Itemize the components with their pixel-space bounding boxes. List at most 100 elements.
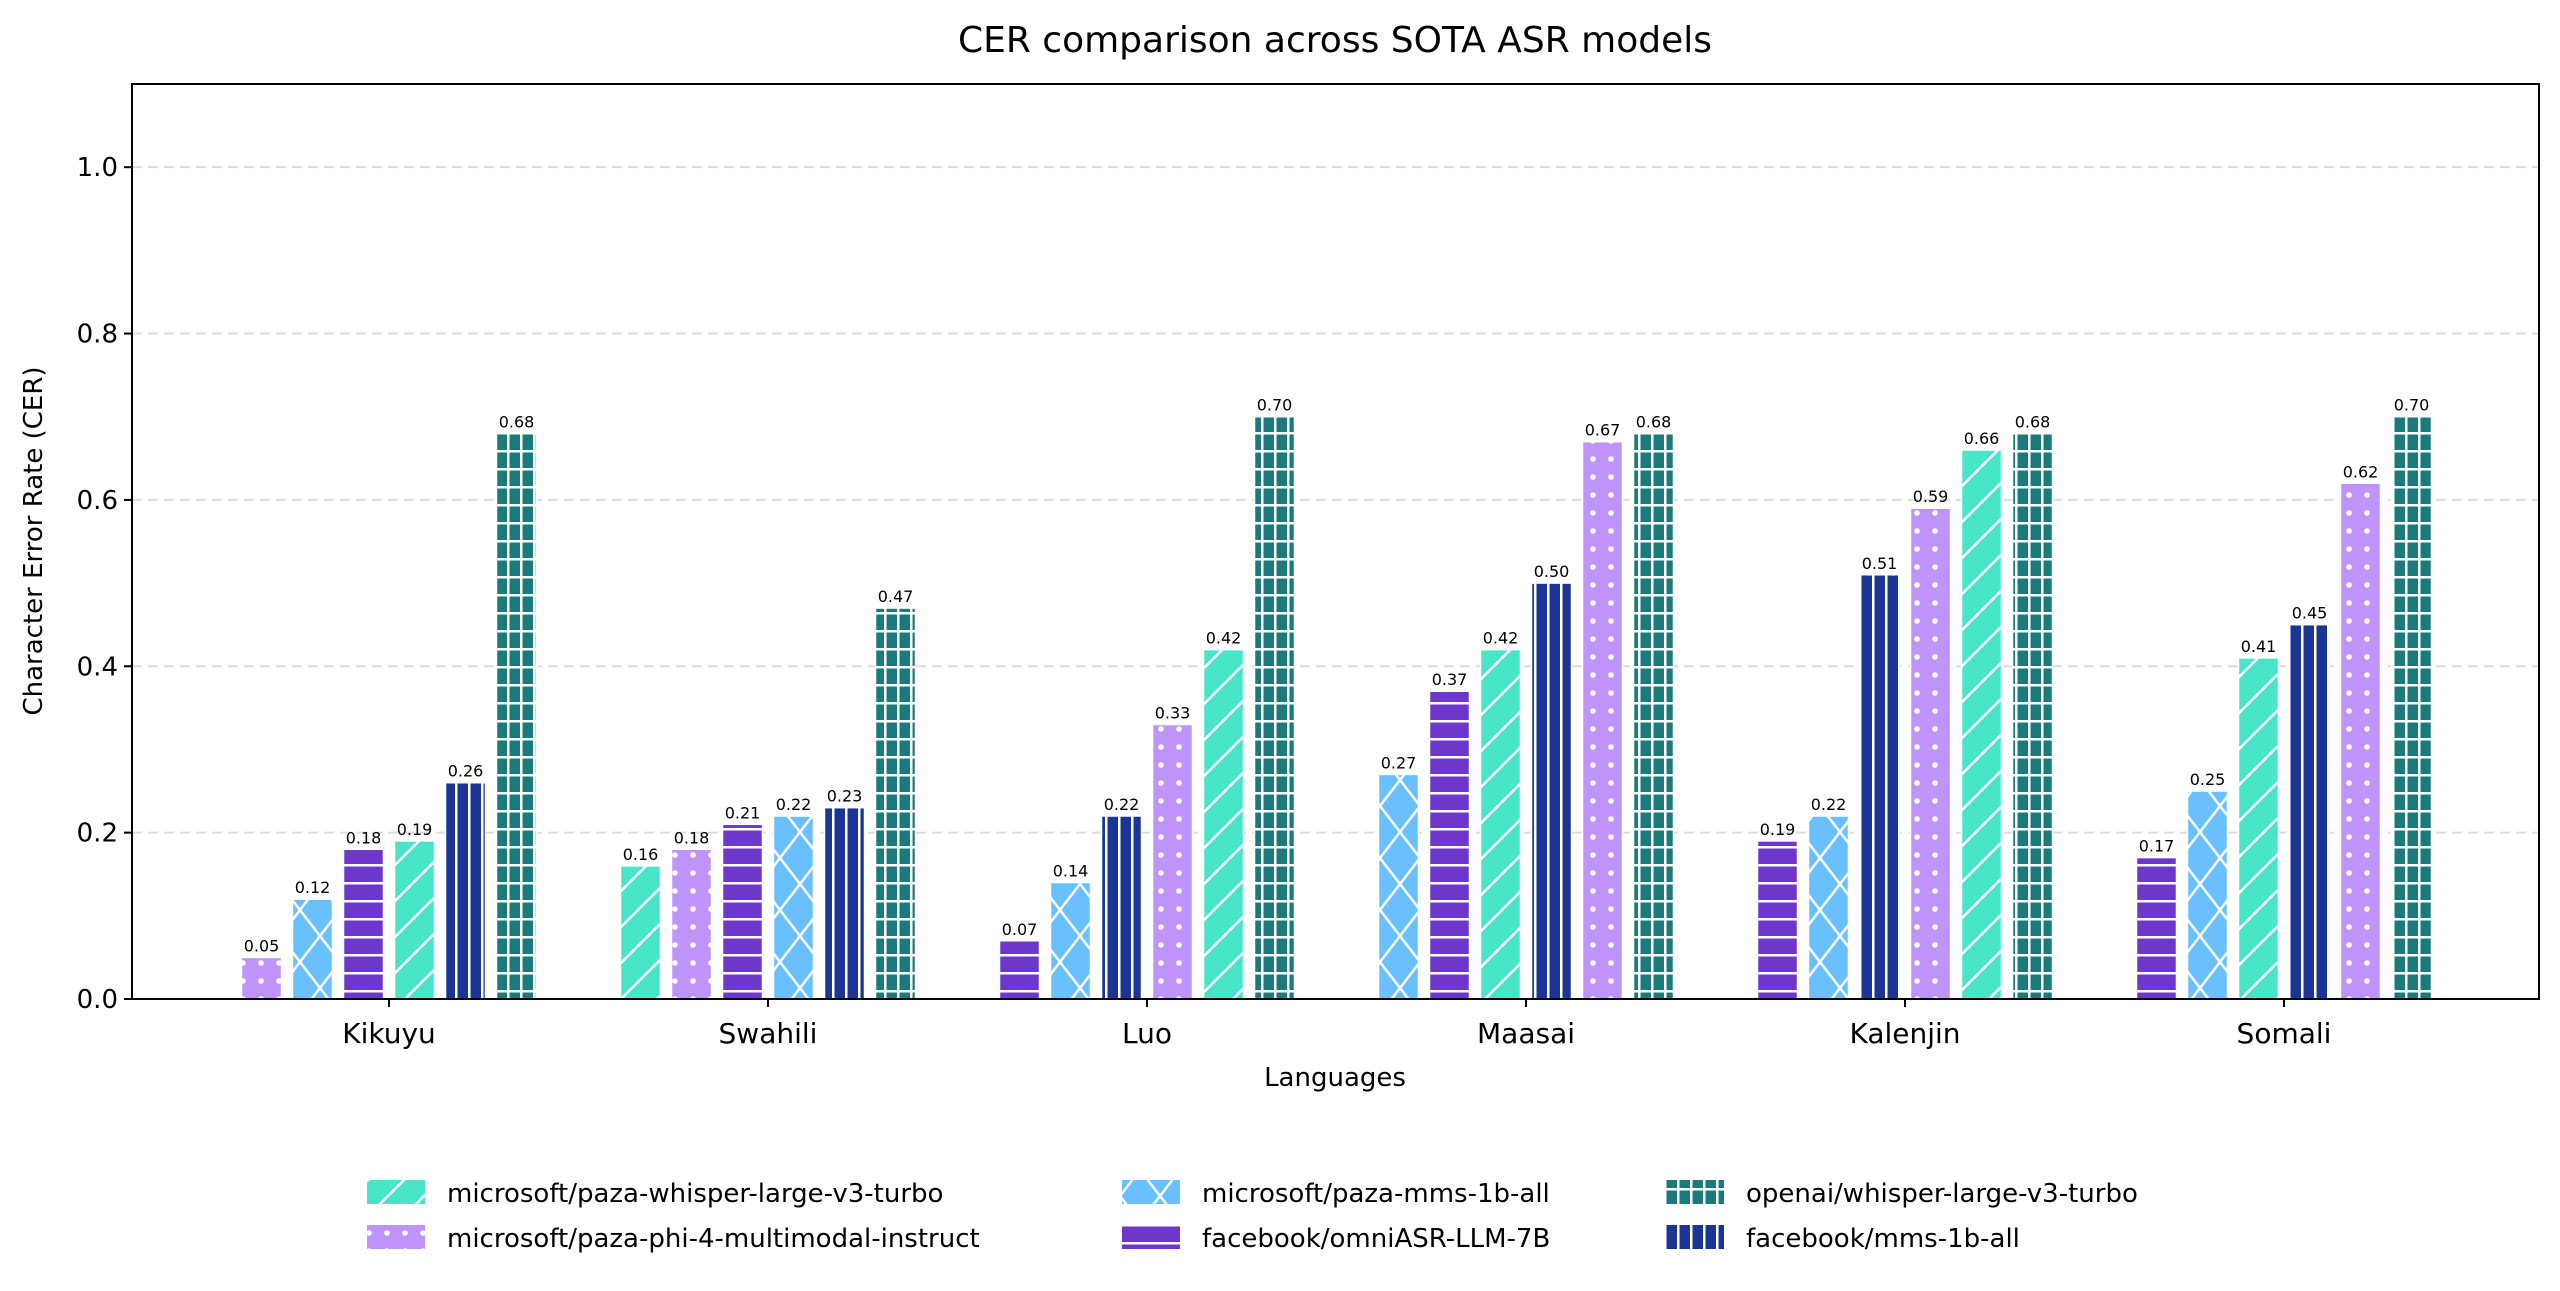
bar-value-label: 0.50 (1534, 562, 1570, 581)
bar-value-label: 0.22 (776, 795, 812, 814)
bar-value-label: 0.67 (1585, 421, 1621, 440)
bar-value-label: 0.51 (1862, 554, 1898, 573)
bar-value-label: 0.41 (2241, 637, 2277, 656)
x-tick-label: Kalenjin (1849, 1017, 1960, 1050)
bar (444, 781, 487, 1000)
bar-value-label: 0.33 (1155, 704, 1191, 723)
legend-swatch (1122, 1225, 1180, 1249)
x-tick-label: Swahili (719, 1017, 818, 1050)
y-tick-label: 0.0 (77, 985, 118, 1015)
y-axis-label: Character Error Rate (CER) (19, 366, 49, 715)
bar-value-label: 0.27 (1381, 753, 1417, 772)
bar-value-label: 0.21 (725, 803, 761, 822)
bar-value-label: 0.18 (674, 828, 710, 847)
bar (1581, 440, 1624, 1000)
bar-value-label: 0.62 (2343, 462, 2379, 481)
legend-swatch (1666, 1225, 1724, 1249)
y-tick-label: 0.8 (77, 320, 118, 350)
y-axis: 0.0 0.2 0.4 0.6 0.8 1.0 (77, 153, 132, 1015)
bar-value-label: 0.25 (2190, 770, 2226, 789)
bar-value-label: 0.26 (448, 762, 484, 781)
bar-value-label: 0.19 (1760, 820, 1796, 839)
bar-value-label: 0.42 (1483, 629, 1519, 648)
bar (1756, 840, 1799, 1000)
bar-value-label: 0.18 (346, 828, 382, 847)
bar (342, 848, 385, 1000)
bar-value-label: 0.68 (2015, 412, 2051, 431)
bar (1151, 723, 1194, 1000)
bar-value-label: 0.14 (1053, 862, 1089, 881)
bar-value-label: 0.68 (1636, 412, 1672, 431)
x-tick-label: Somali (2237, 1017, 2332, 1050)
bars: 0.05 0.12 0.18 0.19 0.26 0.68 0.16 0.18 0.21 0.22… (240, 396, 2433, 1000)
bar-value-label: 0.07 (1002, 920, 1038, 939)
bar-value-label: 0.66 (1964, 429, 2000, 448)
bar-value-label: 0.16 (623, 845, 659, 864)
bar (1858, 574, 1901, 1000)
bar-value-label: 0.68 (499, 412, 535, 431)
y-tick-label: 1.0 (77, 153, 118, 183)
legend-swatch (1666, 1180, 1724, 1204)
bar-value-label: 0.17 (2139, 837, 2175, 856)
bar-value-label: 0.12 (295, 878, 331, 897)
bar (1202, 648, 1245, 1000)
bar-value-label: 0.45 (2292, 604, 2328, 623)
bar (1377, 773, 1420, 1000)
x-tick-label: Luo (1122, 1017, 1172, 1050)
legend-label: microsoft/paza-mms-1b-all (1202, 1179, 1550, 1209)
bar (240, 956, 283, 1000)
bar (2288, 623, 2331, 1000)
y-tick-label: 0.2 (77, 819, 118, 849)
legend-label: facebook/mms-1b-all (1746, 1224, 2020, 1254)
legend-swatch (367, 1180, 425, 1204)
bar-value-label: 0.37 (1432, 670, 1468, 689)
bar (1479, 648, 1522, 1000)
plot-frame (131, 83, 2540, 1000)
bar (1049, 881, 1092, 1000)
bar (619, 865, 662, 1000)
bar (393, 840, 436, 1000)
legend-swatch (1122, 1180, 1180, 1204)
bar (772, 815, 815, 1000)
bar (721, 823, 764, 1000)
bar (998, 940, 1041, 1000)
bar (291, 898, 334, 1000)
bar (1807, 815, 1850, 1000)
bar (1100, 815, 1143, 1000)
bar (823, 806, 866, 1000)
legend: microsoft/paza-whisper-large-v3-turbo mic… (367, 1179, 2138, 1254)
bar-value-label: 0.42 (1206, 629, 1242, 648)
bar (1632, 432, 1675, 1000)
y-tick-label: 0.4 (77, 652, 118, 682)
bar-value-label: 0.59 (1913, 487, 1949, 506)
bar (2339, 482, 2382, 1000)
bar (1960, 449, 2003, 1000)
legend-swatch (367, 1225, 425, 1249)
bar-value-label: 0.47 (878, 587, 914, 606)
bar-value-label: 0.22 (1811, 795, 1847, 814)
bar (874, 607, 917, 1000)
y-tick-label: 0.6 (77, 486, 118, 516)
bar-value-label: 0.05 (244, 936, 280, 955)
x-axis-label: Languages (1264, 1063, 1406, 1093)
bar-value-label: 0.22 (1104, 795, 1140, 814)
gridlines (132, 166, 2539, 834)
legend-label: facebook/omniASR-LLM-7B (1202, 1224, 1550, 1254)
bar (495, 432, 538, 1000)
x-tick-label: Maasai (1477, 1017, 1575, 1050)
bar (1428, 690, 1471, 1000)
x-tick-label: Kikuyu (342, 1017, 436, 1050)
bar-value-label: 0.19 (397, 820, 433, 839)
bar (1530, 582, 1573, 1000)
bar (2186, 790, 2229, 1000)
bar (2135, 856, 2178, 1000)
bar (2390, 415, 2433, 1000)
legend-label: openai/whisper-large-v3-turbo (1746, 1179, 2138, 1209)
legend-label: microsoft/paza-whisper-large-v3-turbo (447, 1179, 943, 1209)
bar (2011, 432, 2054, 1000)
bar (1253, 415, 1296, 1000)
bar (2237, 657, 2280, 1000)
bar-value-label: 0.70 (1257, 396, 1293, 415)
bar-value-label: 0.70 (2394, 396, 2430, 415)
